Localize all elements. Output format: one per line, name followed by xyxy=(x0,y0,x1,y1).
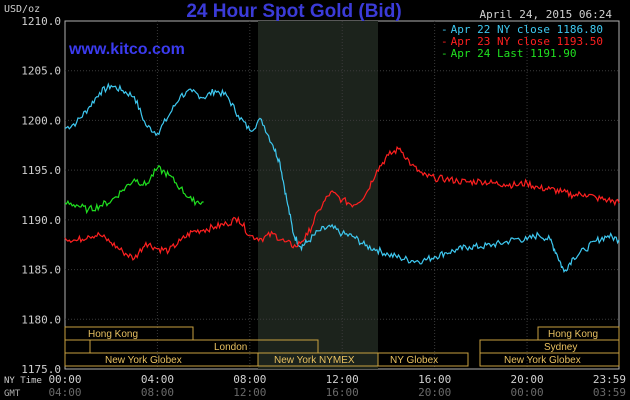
legend-entry-apr22: - Apr 22 NY close 1186.80 xyxy=(441,23,603,36)
x-tick-label-gmt: 12:00 xyxy=(233,386,266,399)
session-sydney: Sydney xyxy=(479,339,620,354)
grid-lines xyxy=(65,21,619,369)
y-tick-label: 1205.0 xyxy=(21,65,61,78)
x-tick-label-gmt: 03:59 xyxy=(593,386,626,399)
x-tick-label-ny: 12:00 xyxy=(326,373,359,386)
nymex-session-shade xyxy=(258,21,378,369)
legend-entry-apr23: - Apr 23 NY close 1193.50 xyxy=(441,35,603,48)
session-ny-globex-right: New York Globex xyxy=(479,352,620,367)
y-axis-ticks: 1210.0 1205.0 1200.0 1195.0 1190.0 1185.0 1180… xyxy=(21,15,61,376)
session-label-london: London xyxy=(214,342,247,353)
session-hong-kong: Hong Kong xyxy=(64,326,194,341)
date-label: April 24, 2015 06:24 xyxy=(480,8,613,21)
y-tick-label: 1190.0 xyxy=(21,214,61,227)
x-tick-label-gmt: 16:00 xyxy=(326,386,359,399)
session-bars: Hong Kong Hong Kong London Sydney New Yo… xyxy=(64,326,620,367)
x-tick-label-ny: 16:00 xyxy=(418,373,451,386)
series-line-apr-23 xyxy=(64,145,620,261)
y-tick-label: 1210.0 xyxy=(21,15,61,28)
session-label-ny-globex-mid: NY Globex xyxy=(390,355,438,366)
x-tick-label-ny: 08:00 xyxy=(233,373,266,386)
session-label-ny-globex-left: New York Globex xyxy=(105,355,182,366)
y-tick-label: 1175.0 xyxy=(21,363,61,376)
x-tick-label-gmt: 20:00 xyxy=(418,386,451,399)
x-tick-label-gmt: 08:00 xyxy=(141,386,174,399)
series-layer xyxy=(64,82,620,273)
y-tick-label: 1200.0 xyxy=(21,114,61,127)
x-tick-label-ny: 20:00 xyxy=(510,373,543,386)
unit-label: USD/oz xyxy=(4,4,40,15)
website-label: www.kitco.com xyxy=(68,41,185,58)
y-tick-label: 1195.0 xyxy=(21,164,61,177)
session-label-hong-kong-right: Hong Kong xyxy=(548,329,598,340)
session-hong-kong-right: Hong Kong xyxy=(537,326,620,341)
session-ny-globex-left: New York Globex xyxy=(64,352,259,367)
x-tick-label-ny: 04:00 xyxy=(141,373,174,386)
session-label-sydney: Sydney xyxy=(544,342,577,353)
x-tick-label-ny: 00:00 xyxy=(48,373,81,386)
legend-entry-apr24: - Apr 24 Last 1191.90 xyxy=(441,47,576,60)
x-tick-label-gmt: 00:00 xyxy=(510,386,543,399)
session-label-ny-globex-right: New York Globex xyxy=(504,355,581,366)
x-axis-ny-label: NY Time xyxy=(4,376,42,386)
series-line-apr-24 xyxy=(64,164,204,215)
y-tick-label: 1185.0 xyxy=(21,264,61,277)
y-tick-label: 1180.0 xyxy=(21,313,61,326)
x-axis-gmt-label: GMT xyxy=(4,389,21,399)
session-ny-globex-mid: NY Globex xyxy=(377,352,469,367)
chart-title: 24 Hour Spot Gold (Bid) xyxy=(186,1,401,22)
x-tick-label-gmt: 04:00 xyxy=(48,386,81,399)
x-tick-label-ny: 23:59 xyxy=(593,373,626,386)
session-label-hong-kong: Hong Kong xyxy=(88,329,138,340)
x-axis-ticks: 00:0004:0004:0008:0008:0012:0012:0016:00… xyxy=(48,373,626,399)
session-london-left xyxy=(64,339,91,354)
session-label-ny-nymex: New York NYMEX xyxy=(274,355,355,366)
legend: - Apr 22 NY close 1186.80 - Apr 23 NY clos… xyxy=(441,23,603,60)
series-line-apr-22 xyxy=(64,82,620,273)
